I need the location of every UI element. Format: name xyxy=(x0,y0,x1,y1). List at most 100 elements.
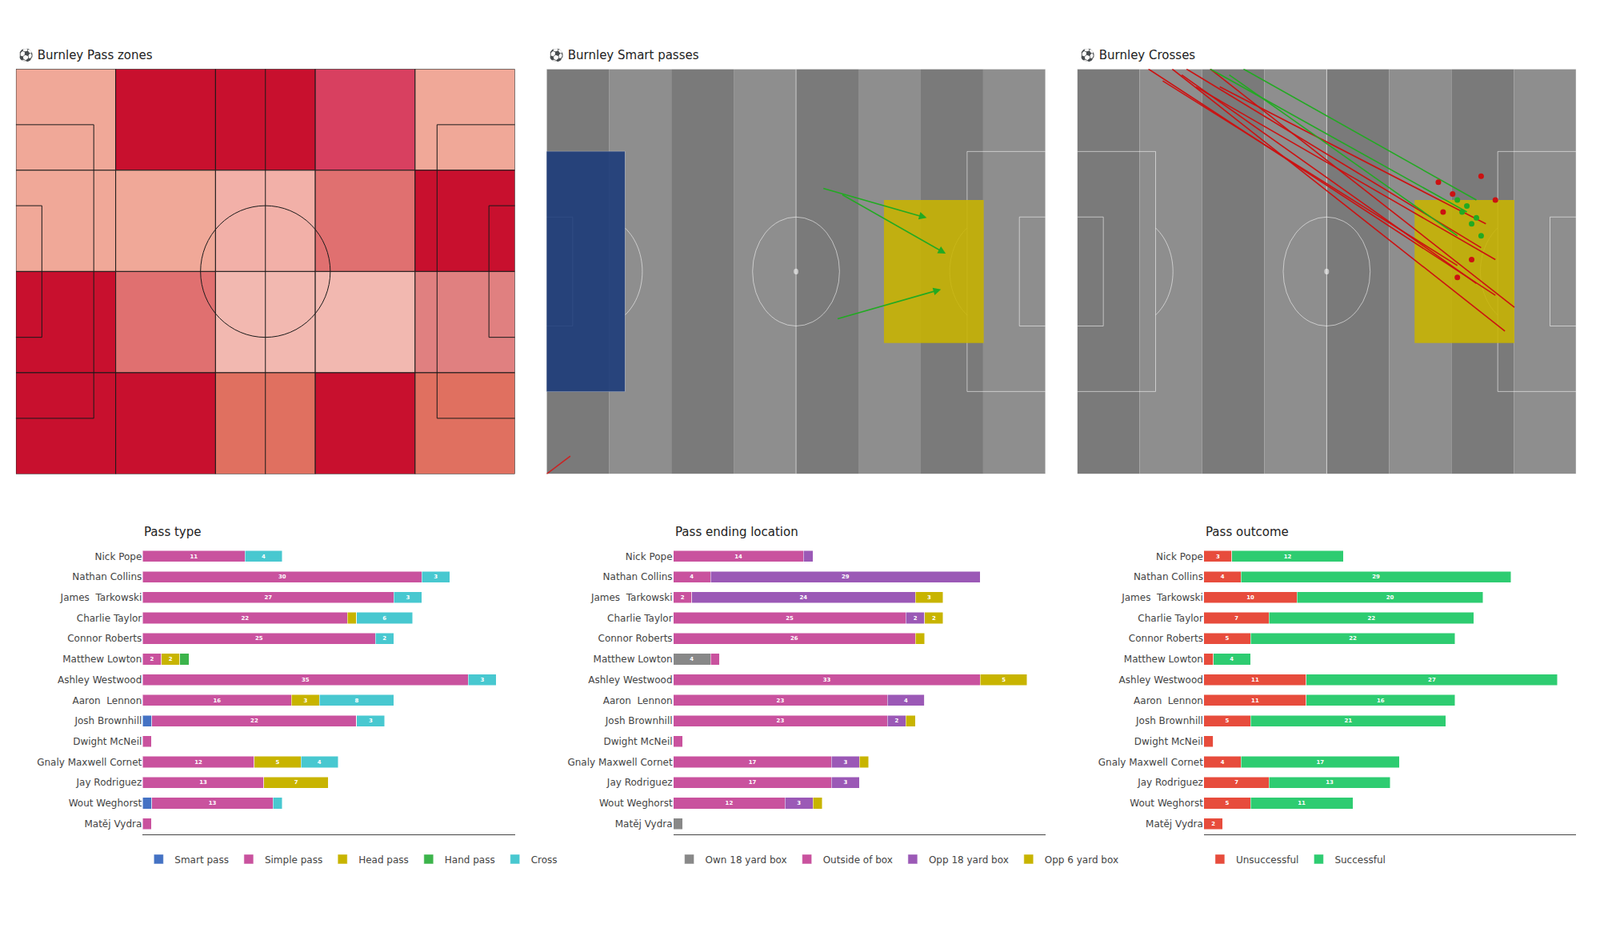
svg-text:16: 16 xyxy=(1376,697,1385,704)
svg-text:22: 22 xyxy=(1348,635,1357,642)
svg-text:10: 10 xyxy=(1246,594,1255,601)
svg-text:Connor Roberts: Connor Roberts xyxy=(1128,632,1204,644)
svg-text:22: 22 xyxy=(240,615,249,622)
svg-text:2: 2 xyxy=(894,717,899,724)
svg-text:Nick Pope: Nick Pope xyxy=(625,551,673,563)
svg-text:Opp 6 yard box: Opp 6 yard box xyxy=(1044,854,1119,866)
svg-text:12: 12 xyxy=(194,759,203,766)
svg-text:Jay Rodriguez: Jay Rodriguez xyxy=(76,776,143,788)
svg-text:2: 2 xyxy=(932,615,936,622)
svg-text:Outside of box: Outside of box xyxy=(823,854,893,866)
svg-text:12: 12 xyxy=(1284,553,1292,560)
svg-text:5: 5 xyxy=(276,759,280,766)
svg-text:22: 22 xyxy=(250,717,259,724)
svg-text:4: 4 xyxy=(1220,759,1225,766)
svg-text:2: 2 xyxy=(680,594,685,601)
svg-text:3: 3 xyxy=(1216,553,1220,560)
svg-text:Matěj Vydra: Matěj Vydra xyxy=(615,818,673,830)
svg-text:⚽ Burnley Smart passes: ⚽ Burnley Smart passes xyxy=(548,48,700,63)
svg-text:Nathan Collins: Nathan Collins xyxy=(603,571,673,583)
svg-text:Unsuccessful: Unsuccessful xyxy=(1236,854,1300,866)
svg-text:5: 5 xyxy=(1225,717,1230,724)
svg-text:Matěj Vydra: Matěj Vydra xyxy=(1145,818,1204,830)
svg-text:Wout Weghorst: Wout Weghorst xyxy=(68,797,143,809)
svg-text:Nick Pope: Nick Pope xyxy=(94,551,142,563)
svg-text:26: 26 xyxy=(790,635,799,642)
svg-text:2: 2 xyxy=(382,635,387,642)
svg-text:James Tarkowski: James Tarkowski xyxy=(590,592,673,604)
svg-text:21: 21 xyxy=(1344,717,1352,724)
svg-text:Pass ending location: Pass ending location xyxy=(675,524,799,540)
svg-text:5: 5 xyxy=(1001,676,1006,684)
svg-text:Connor Roberts: Connor Roberts xyxy=(67,632,142,644)
svg-text:4: 4 xyxy=(689,573,694,580)
svg-text:Charlie Taylor: Charlie Taylor xyxy=(1137,612,1204,624)
svg-text:Connor Roberts: Connor Roberts xyxy=(598,632,673,644)
svg-text:25: 25 xyxy=(785,615,794,622)
svg-text:Nick Pope: Nick Pope xyxy=(1156,551,1204,563)
svg-text:11: 11 xyxy=(1297,800,1306,807)
svg-text:Pass type: Pass type xyxy=(144,524,201,540)
svg-text:2: 2 xyxy=(913,615,918,622)
svg-text:Dwight McNeil: Dwight McNeil xyxy=(72,736,142,748)
svg-text:17: 17 xyxy=(748,779,757,786)
svg-text:Josh Brownhill: Josh Brownhill xyxy=(73,715,142,727)
svg-text:5: 5 xyxy=(1225,800,1230,807)
svg-text:Aaron Lennon: Aaron Lennon xyxy=(603,695,673,707)
svg-text:7: 7 xyxy=(1234,615,1239,622)
svg-text:Successful: Successful xyxy=(1334,854,1385,866)
svg-text:30: 30 xyxy=(278,573,287,580)
svg-text:23: 23 xyxy=(776,717,785,724)
svg-text:Matthew Lowton: Matthew Lowton xyxy=(593,653,673,665)
svg-text:7: 7 xyxy=(294,779,299,786)
svg-text:4: 4 xyxy=(1229,656,1234,663)
svg-text:Josh Brownhill: Josh Brownhill xyxy=(604,715,673,727)
svg-text:3: 3 xyxy=(433,573,438,580)
svg-text:12: 12 xyxy=(725,800,734,807)
svg-text:4: 4 xyxy=(689,656,694,663)
svg-text:Wout Weghorst: Wout Weghorst xyxy=(599,797,673,809)
svg-text:3: 3 xyxy=(368,717,373,724)
svg-text:29: 29 xyxy=(841,573,850,580)
svg-text:Dwight McNeil: Dwight McNeil xyxy=(603,736,672,748)
svg-text:Aaron Lennon: Aaron Lennon xyxy=(1133,695,1204,707)
svg-text:4: 4 xyxy=(904,697,908,704)
svg-text:Own 18 yard box: Own 18 yard box xyxy=(705,854,788,866)
svg-text:3: 3 xyxy=(843,779,848,786)
svg-text:Josh Brownhill: Josh Brownhill xyxy=(1135,715,1204,727)
svg-text:Head pass: Head pass xyxy=(358,854,409,866)
svg-text:Hand pass: Hand pass xyxy=(444,854,496,866)
svg-text:Gnaly Maxwell Cornet: Gnaly Maxwell Cornet xyxy=(567,756,672,768)
svg-text:Wout Weghorst: Wout Weghorst xyxy=(1129,797,1204,809)
svg-text:Aaron Lennon: Aaron Lennon xyxy=(72,695,142,707)
svg-text:35: 35 xyxy=(301,676,310,684)
svg-text:5: 5 xyxy=(1225,635,1230,642)
svg-text:Simple pass: Simple pass xyxy=(264,854,323,866)
svg-text:11: 11 xyxy=(189,553,198,560)
svg-text:4: 4 xyxy=(1220,573,1225,580)
svg-text:3: 3 xyxy=(843,759,848,766)
svg-text:27: 27 xyxy=(264,594,273,601)
svg-text:2: 2 xyxy=(150,656,155,663)
svg-text:7: 7 xyxy=(1234,779,1239,786)
svg-text:Matthew Lowton: Matthew Lowton xyxy=(62,653,142,665)
svg-text:2: 2 xyxy=(1211,820,1216,828)
svg-text:29: 29 xyxy=(1372,573,1380,580)
svg-text:17: 17 xyxy=(1316,759,1325,766)
svg-text:Jay Rodriguez: Jay Rodriguez xyxy=(1136,776,1204,788)
svg-text:Nathan Collins: Nathan Collins xyxy=(1133,571,1204,583)
svg-text:Gnaly Maxwell Cornet: Gnaly Maxwell Cornet xyxy=(36,756,142,768)
svg-text:Matthew Lowton: Matthew Lowton xyxy=(1124,653,1204,665)
svg-text:Ashley Westwood: Ashley Westwood xyxy=(1119,674,1204,686)
svg-text:6: 6 xyxy=(382,615,387,622)
svg-text:Cross: Cross xyxy=(531,854,558,866)
svg-text:3: 3 xyxy=(303,697,308,704)
svg-text:3: 3 xyxy=(480,676,484,684)
svg-text:14: 14 xyxy=(734,553,743,560)
svg-text:13: 13 xyxy=(208,800,217,807)
svg-text:4: 4 xyxy=(317,759,322,766)
svg-text:Nathan Collins: Nathan Collins xyxy=(72,571,142,583)
svg-text:James Tarkowski: James Tarkowski xyxy=(1120,592,1204,604)
svg-text:11: 11 xyxy=(1251,697,1260,704)
svg-text:Matěj Vydra: Matěj Vydra xyxy=(84,818,142,830)
